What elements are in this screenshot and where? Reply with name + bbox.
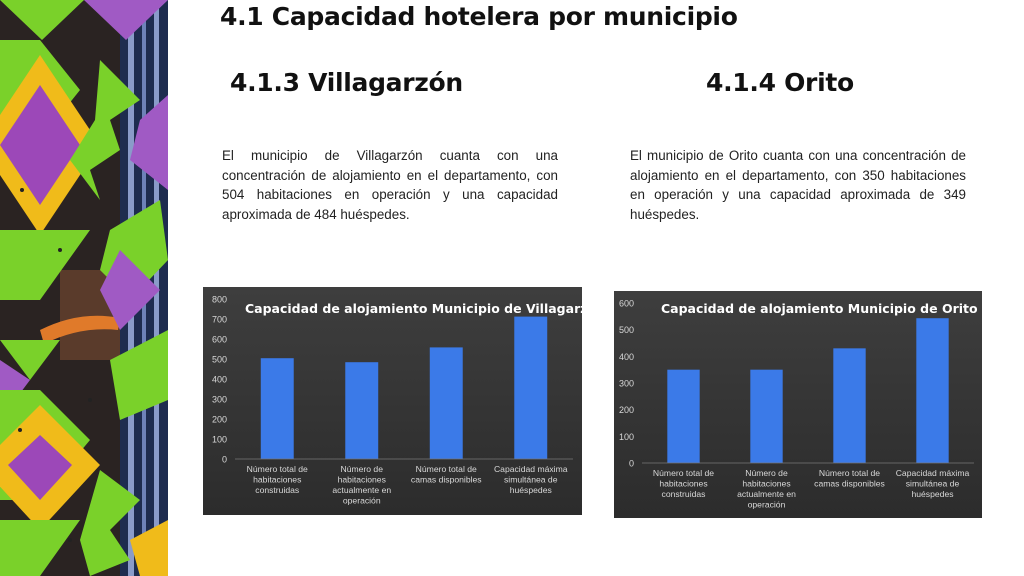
bar: [750, 369, 783, 463]
y-tick-label: 0: [629, 459, 634, 469]
bar: [514, 316, 548, 459]
y-tick-label: 100: [212, 435, 227, 445]
decorative-textile-pattern: [0, 0, 168, 576]
x-tick-label: Capacidad máxima simultánea de huéspedes: [896, 468, 970, 499]
x-tick-label: Capacidad máxima simultánea de huéspedes: [494, 464, 568, 495]
y-tick-label: 600: [212, 335, 227, 345]
x-tick-label: Número total de camas disponibles: [814, 468, 885, 489]
y-tick-label: 400: [619, 352, 634, 362]
chart-orito: Capacidad de alojamiento Municipio de Or…: [614, 291, 982, 518]
bar: [833, 348, 866, 463]
chart-title: Capacidad de alojamiento Municipio de Or…: [661, 301, 978, 316]
bar: [667, 369, 700, 463]
x-tick-label: Número de habitaciones actualmente en opera…: [737, 468, 796, 510]
section-heading-orito: 4.1.4 Orito: [706, 68, 854, 97]
x-tick-label: Número total de habitaciones construidas: [653, 468, 714, 499]
y-tick-label: 500: [619, 325, 634, 335]
bar: [429, 347, 463, 459]
chart-villagarzon: Capacidad de alojamiento Municipio de Vi…: [203, 287, 582, 515]
section-paragraph-villagarzon: El municipio de Villagarzón cuanta con u…: [222, 148, 558, 222]
bar-chart-orito: Capacidad de alojamiento Municipio de Or…: [619, 299, 978, 510]
bar: [260, 358, 294, 459]
section-heading-villagarzon: 4.1.3 Villagarzón: [230, 68, 463, 97]
y-tick-label: 500: [212, 355, 227, 365]
y-tick-label: 200: [212, 415, 227, 425]
bar-chart-villagarzon: Capacidad de alojamiento Municipio de Vi…: [212, 295, 582, 506]
y-tick-label: 300: [212, 395, 227, 405]
bar: [345, 362, 379, 459]
x-tick-label: Número de habitaciones actualmente en opera…: [332, 464, 391, 506]
x-tick-label: Número total de camas disponibles: [411, 464, 482, 485]
y-tick-label: 400: [212, 375, 227, 385]
y-tick-label: 300: [619, 379, 634, 389]
chart-title: Capacidad de alojamiento Municipio de Vi…: [245, 301, 582, 316]
y-tick-label: 100: [619, 432, 634, 442]
page-title: 4.1 Capacidad hotelera por municipio: [220, 2, 738, 31]
y-tick-label: 600: [619, 299, 634, 309]
y-tick-label: 200: [619, 405, 634, 415]
y-tick-label: 700: [212, 315, 227, 325]
bar: [916, 318, 949, 463]
y-tick-label: 800: [212, 295, 227, 305]
section-paragraph-orito: El municipio de Orito cuanta con una con…: [630, 148, 966, 222]
x-tick-label: Número total de habitaciones construidas: [247, 464, 308, 495]
y-tick-label: 0: [222, 455, 227, 465]
